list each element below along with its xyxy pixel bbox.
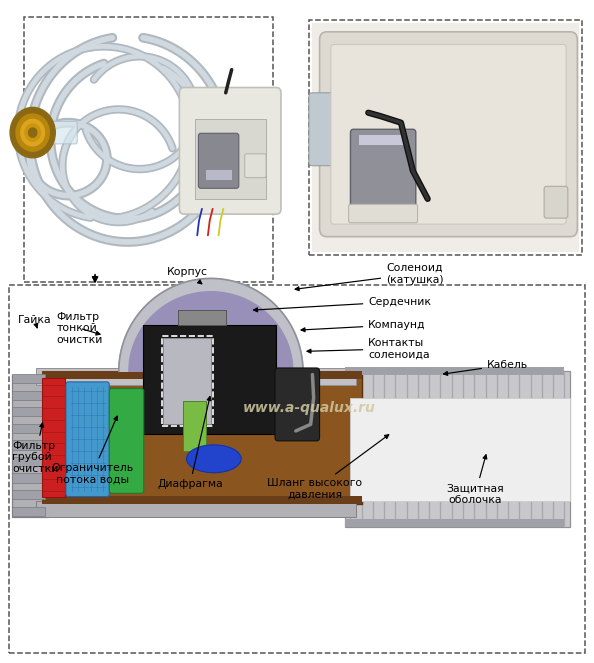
Bar [12, 391, 45, 400]
FancyBboxPatch shape [198, 133, 239, 188]
Text: Соленоид
(катушка): Соленоид (катушка) [295, 263, 444, 290]
Text: Контакты
соленоида: Контакты соленоида [307, 338, 430, 359]
Bar [162, 336, 213, 426]
FancyBboxPatch shape [331, 44, 566, 224]
Circle shape [29, 128, 37, 137]
FancyBboxPatch shape [544, 186, 568, 218]
FancyBboxPatch shape [66, 382, 109, 497]
Circle shape [25, 124, 40, 141]
Polygon shape [129, 292, 293, 371]
Bar [359, 135, 407, 145]
Text: Фильтр
грубой
очистки: Фильтр грубой очистки [12, 423, 58, 474]
Bar [12, 440, 45, 450]
Bar [36, 368, 356, 385]
Bar [9, 285, 585, 653]
Text: Гайка: Гайка [18, 314, 52, 328]
Bar [42, 371, 362, 504]
Circle shape [10, 107, 55, 158]
Bar [143, 325, 276, 434]
Bar [183, 401, 206, 451]
Text: Защитная
оболочка: Защитная оболочка [446, 455, 504, 505]
Bar [12, 490, 45, 499]
Text: www.a-qualux.ru: www.a-qualux.ru [242, 400, 375, 415]
Bar [12, 374, 45, 383]
Bar [312, 23, 579, 252]
FancyBboxPatch shape [275, 368, 320, 441]
Bar [12, 507, 45, 516]
Bar [12, 375, 48, 517]
FancyBboxPatch shape [350, 129, 416, 212]
Text: Компаунд: Компаунд [301, 320, 426, 332]
Bar [345, 367, 564, 375]
FancyBboxPatch shape [349, 204, 418, 223]
Bar [10, 286, 584, 652]
Bar [12, 457, 45, 466]
Bar [12, 407, 45, 416]
Text: Кабель: Кабель [444, 359, 528, 375]
FancyBboxPatch shape [41, 121, 77, 144]
Bar [24, 17, 273, 282]
Text: Сердечник: Сердечник [254, 296, 431, 312]
Text: Ограничитель
потока воды: Ограничитель потока воды [51, 416, 133, 485]
Bar [345, 371, 570, 527]
Bar [12, 473, 45, 483]
Text: Корпус: Корпус [166, 267, 208, 284]
Circle shape [16, 114, 49, 151]
Bar [42, 496, 362, 504]
FancyBboxPatch shape [309, 93, 356, 166]
Circle shape [21, 119, 45, 146]
Bar [42, 378, 65, 497]
Ellipse shape [187, 445, 241, 473]
Bar [309, 20, 582, 255]
FancyBboxPatch shape [320, 32, 577, 237]
FancyBboxPatch shape [109, 389, 144, 493]
FancyBboxPatch shape [179, 88, 281, 214]
Bar [0, 0, 594, 295]
Polygon shape [119, 278, 303, 371]
Bar [12, 424, 45, 433]
Bar [206, 170, 232, 180]
Text: Диафрагма: Диафрагма [157, 396, 223, 489]
Bar [163, 338, 211, 424]
Bar [350, 398, 570, 501]
Bar [178, 310, 226, 325]
Bar [36, 501, 356, 517]
Text: Шланг высокого
давления: Шланг высокого давления [267, 435, 388, 500]
Bar [345, 519, 564, 527]
Text: Фильтр
тонкой
очистки: Фильтр тонкой очистки [56, 312, 103, 345]
Bar [42, 371, 362, 379]
FancyBboxPatch shape [245, 154, 266, 178]
FancyBboxPatch shape [195, 119, 266, 199]
